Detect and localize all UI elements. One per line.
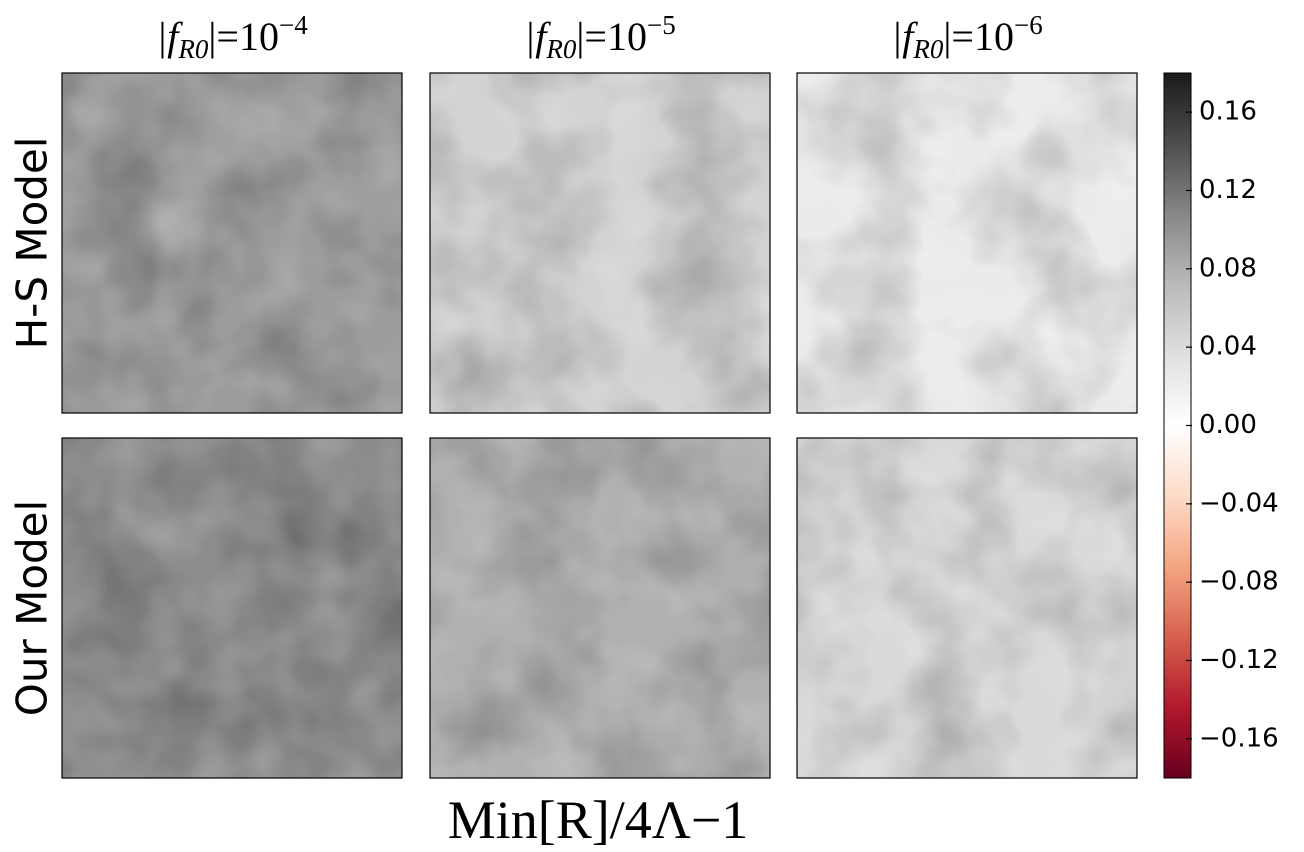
colorbar-tick-label: −0.12: [1199, 645, 1279, 675]
row-label: H-S Model: [8, 137, 57, 350]
title-subscript: R0: [545, 34, 576, 64]
title-subscript: R0: [177, 34, 208, 64]
panel-highlight: [430, 73, 770, 413]
colorbar-tick-label: −0.16: [1199, 723, 1279, 753]
panel-frame: [429, 72, 771, 414]
panel-highlight: [430, 438, 770, 778]
column-title: |fR0|=10−5: [524, 10, 675, 64]
colorbar-tick-label: 0.04: [1199, 332, 1257, 362]
column-title: |fR0|=10−6: [891, 10, 1042, 64]
colorbar-tick-label: 0.16: [1199, 97, 1257, 127]
colorbar-tick-label: −0.08: [1199, 567, 1279, 597]
column-title: |fR0|=10−4: [156, 10, 308, 64]
title-text: |=10: [576, 14, 647, 59]
panel-highlight: [62, 438, 402, 778]
panel-highlight: [797, 73, 1137, 413]
panel-frame: [61, 437, 403, 779]
colorbar-tick-label: −0.04: [1199, 488, 1279, 518]
panel-frame: [796, 72, 1138, 414]
title-superscript: −4: [279, 10, 308, 40]
colorbar-tick-label: 0.00: [1199, 410, 1257, 440]
colorbar-tick-label: 0.12: [1199, 175, 1257, 205]
title-text: |=10: [208, 14, 279, 59]
panel-frame: [429, 437, 771, 779]
title-text: |=10: [943, 14, 1014, 59]
panel-frame: [796, 437, 1138, 779]
title-superscript: −5: [647, 10, 676, 40]
row-label: Our Model: [8, 500, 57, 716]
colorbar-tick-label: 0.08: [1199, 253, 1257, 283]
panel-frame: [61, 72, 403, 414]
title-subscript: R0: [912, 34, 943, 64]
panel-highlight: [797, 438, 1137, 778]
colorbar-label: Min[R]/4Λ−1: [448, 790, 749, 850]
panel-highlight: [62, 73, 402, 413]
title-superscript: −6: [1014, 10, 1043, 40]
